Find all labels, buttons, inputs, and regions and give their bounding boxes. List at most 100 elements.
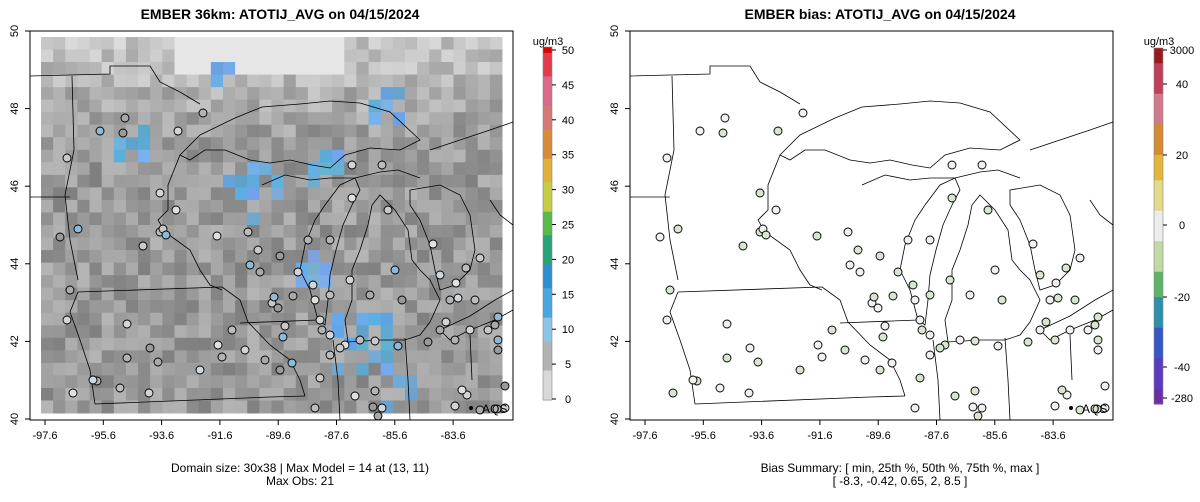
colorbar-swatch [1154,159,1163,166]
heatmap-cell [356,62,370,76]
heatmap-cell [283,149,297,163]
heatmap-cell [113,300,127,314]
heatmap-cell [186,37,200,51]
heatmap-cell [101,187,115,201]
colorbar-swatch [543,388,552,395]
colorbar-tick-label: 30 [562,185,574,197]
heatmap-cell [259,74,272,88]
heatmap-cell [41,300,54,314]
colorbar-swatch [543,188,552,195]
heatmap-cell [368,237,382,251]
heatmap-cell [332,287,345,301]
site-marker [138,241,148,251]
colorbar-swatch [543,82,552,89]
heatmap-cell [344,62,357,76]
heatmap-cell [404,174,418,188]
heatmap-cell [283,387,297,401]
heatmap-cell [295,74,309,88]
heatmap-cell [295,49,309,63]
heatmap-cell [380,112,394,126]
heatmap-cell [186,350,200,364]
heatmap-cell [283,124,297,138]
heatmap-cell [417,149,430,163]
site-marker [377,403,387,413]
heatmap-cell [283,162,297,176]
heatmap-cell [320,137,333,151]
colorbar-swatch [543,205,552,213]
colorbar-swatch [543,294,552,301]
heatmap-cell [162,250,175,264]
heatmap-cell [89,37,103,51]
x-tick-label: -87.6 [324,430,349,442]
heatmap-cell [489,162,503,176]
heatmap-cell [356,300,370,314]
colorbar-swatch [1154,200,1163,207]
boundary-line [179,100,421,169]
heatmap-cell [174,225,188,239]
heatmap-cell [101,62,115,76]
heatmap-cell [283,74,297,88]
heatmap-cell [210,387,224,401]
site-marker [720,113,730,123]
boundary-line [1069,334,1073,381]
colorbar-tick-label: 5 [565,359,571,371]
heatmap-cell [210,187,224,201]
heatmap-cell [271,199,285,213]
heatmap-cell [429,250,442,264]
heatmap-cell [453,199,467,213]
colorbar-swatch [1154,164,1163,171]
heatmap-cell [344,49,357,63]
site-marker [445,295,455,305]
heatmap-cell [429,99,442,113]
heatmap-cell [41,112,54,126]
heatmap-cell [404,375,418,389]
heatmap-cell [162,325,175,339]
heatmap-cell [320,124,333,138]
heatmap-cell [125,112,139,126]
site-marker [970,386,980,396]
heatmap-cell [41,212,54,226]
heatmap-cell [307,225,321,239]
site-marker [317,325,327,335]
heatmap-cell [138,49,151,63]
colorbar-swatch [1154,210,1163,217]
heatmap-cell [283,300,297,314]
heatmap-cell [380,62,394,76]
site-marker [423,337,433,347]
site-marker [435,325,445,335]
colorbar-swatch [1154,266,1163,273]
site-marker [947,193,957,203]
heatmap-cell [210,237,224,251]
heatmap-cell [489,124,503,138]
heatmap-cell [404,87,418,101]
heatmap-cell [174,99,188,113]
site-marker [493,312,503,322]
heatmap-cell [271,400,285,414]
heatmap-cell [295,187,309,201]
site-marker [1035,325,1045,335]
heatmap-cell [344,124,357,138]
heatmap-cell [489,87,503,101]
site-marker [878,332,888,342]
site-marker [875,365,885,375]
heatmap-cell [417,187,430,201]
heatmap-cell [235,137,248,151]
heatmap-cell [186,312,200,326]
site-marker [915,373,925,383]
site-marker [115,383,125,393]
colorbar-swatch [543,235,552,242]
heatmap-cell [53,124,66,138]
heatmap-cell [222,400,236,414]
heatmap-cell [332,174,345,188]
site-marker [490,320,500,330]
site-marker [287,358,297,368]
site-marker [813,340,823,350]
heatmap-cell [235,250,248,264]
heatmap-cell [222,237,236,251]
right-panel-title: EMBER bias: ATOTIJ_AVG on 04/15/2024 [744,6,1016,22]
heatmap-cell [295,300,309,314]
heatmap-cell [344,262,357,276]
heatmap-cell [235,62,248,76]
heatmap-cell [89,87,103,101]
site-marker [198,108,208,118]
